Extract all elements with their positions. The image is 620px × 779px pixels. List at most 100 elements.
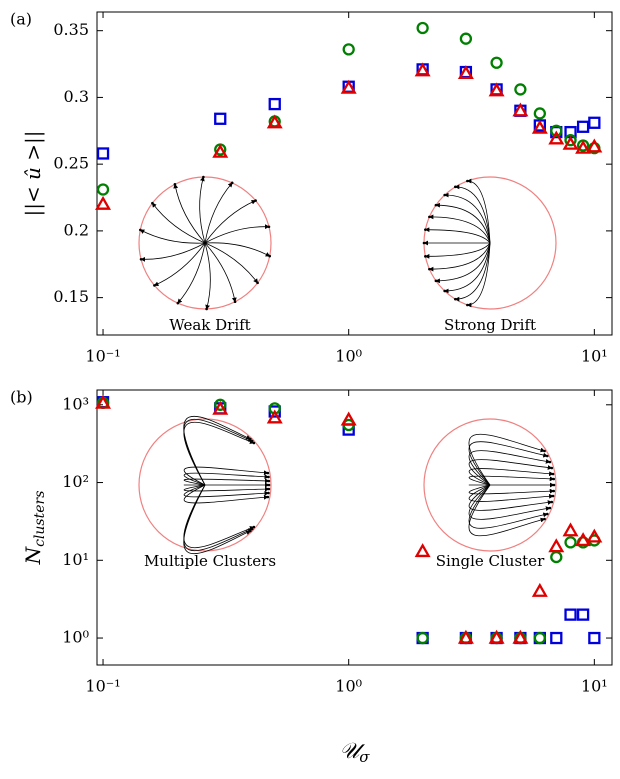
circle-point bbox=[214, 398, 227, 411]
end-dot bbox=[267, 487, 271, 491]
streamline bbox=[443, 242, 491, 294]
end-dot bbox=[230, 181, 234, 185]
end-dot bbox=[543, 517, 546, 521]
y-tick-label: 0.25 bbox=[53, 154, 89, 173]
streamline bbox=[468, 433, 546, 486]
triangle-point bbox=[212, 400, 229, 415]
end-dot bbox=[434, 203, 438, 207]
inset-caption: Single Cluster bbox=[436, 552, 545, 570]
streamline bbox=[183, 478, 270, 486]
streamline bbox=[468, 450, 551, 486]
streamline bbox=[466, 242, 491, 308]
end-dot bbox=[202, 175, 205, 179]
square-point bbox=[564, 608, 577, 621]
streamline bbox=[468, 484, 553, 511]
streamline bbox=[204, 242, 259, 284]
triangle-point bbox=[95, 394, 112, 409]
streamline bbox=[454, 242, 491, 302]
y-tick-label: 10¹ bbox=[62, 550, 89, 569]
streamline bbox=[468, 475, 555, 486]
x-tick-label: 10⁻¹ bbox=[85, 347, 120, 366]
end-dot bbox=[428, 215, 431, 219]
streamline bbox=[443, 192, 491, 244]
triangle-point bbox=[340, 79, 357, 94]
end-dot bbox=[139, 257, 143, 261]
circle-point bbox=[533, 107, 546, 120]
end-dot bbox=[266, 471, 270, 475]
circle-point bbox=[416, 21, 429, 35]
end-dot bbox=[545, 454, 549, 458]
streamline bbox=[204, 242, 211, 310]
end-dot bbox=[548, 506, 552, 510]
inset-diagrams bbox=[138, 175, 557, 555]
circle-point bbox=[459, 32, 473, 45]
end-dot bbox=[254, 199, 257, 202]
end-dot bbox=[252, 525, 256, 529]
triangle-point bbox=[512, 102, 529, 117]
end-dot bbox=[551, 494, 555, 498]
circle-point bbox=[96, 183, 110, 196]
inset-circle bbox=[138, 176, 272, 310]
triangle-point bbox=[457, 65, 474, 80]
end-dot bbox=[434, 279, 438, 283]
end-dot bbox=[443, 193, 446, 197]
end-dot bbox=[250, 527, 254, 531]
square-point bbox=[96, 147, 110, 160]
end-dot bbox=[454, 297, 457, 301]
end-dot bbox=[173, 182, 177, 186]
end-dot bbox=[443, 289, 446, 293]
circle-point bbox=[416, 631, 429, 645]
x-tick-label: 10⁰ bbox=[335, 347, 362, 366]
streamline bbox=[183, 418, 253, 486]
end-dot bbox=[552, 477, 556, 481]
end-dot bbox=[233, 300, 237, 304]
y-label-sub: clusters bbox=[32, 491, 48, 547]
end-dot bbox=[543, 449, 546, 453]
inset-caption: Strong Drift bbox=[444, 316, 536, 334]
triangle-point bbox=[531, 582, 548, 597]
square-point bbox=[576, 120, 590, 133]
streamline bbox=[183, 466, 269, 486]
end-dot bbox=[550, 500, 554, 504]
triangle-point bbox=[266, 409, 283, 424]
square-point bbox=[268, 97, 281, 111]
y-tick-label: 10² bbox=[62, 472, 89, 491]
square-point bbox=[588, 631, 601, 645]
triangle-point bbox=[575, 139, 592, 154]
circle-point bbox=[342, 43, 355, 56]
triangle-point bbox=[414, 543, 431, 558]
end-dot bbox=[153, 284, 156, 287]
streamline bbox=[454, 184, 491, 244]
streamline bbox=[428, 214, 491, 244]
streamline bbox=[153, 242, 206, 286]
inset-circle bbox=[423, 418, 557, 552]
circle-point bbox=[514, 83, 527, 96]
streamline bbox=[468, 468, 554, 486]
streamline bbox=[183, 472, 270, 486]
streamline bbox=[424, 242, 491, 259]
x-tick-label: 10⁻¹ bbox=[85, 677, 120, 696]
end-dot bbox=[256, 281, 259, 285]
x-tick-label: 10¹ bbox=[581, 347, 608, 366]
streamline bbox=[468, 484, 546, 537]
end-dot bbox=[266, 495, 270, 499]
streamline bbox=[204, 224, 270, 244]
x-label-sub: σ bbox=[359, 748, 370, 766]
triangle-point bbox=[212, 143, 229, 158]
panel-label: (a) bbox=[10, 10, 32, 29]
end-dot bbox=[552, 483, 556, 487]
end-dot bbox=[551, 472, 555, 476]
triangle-point bbox=[266, 114, 283, 129]
square-point bbox=[588, 116, 601, 129]
streamline bbox=[424, 227, 491, 244]
streamline bbox=[468, 484, 554, 502]
end-dot bbox=[267, 483, 271, 487]
x-axis-label: 𝒰σ bbox=[339, 739, 370, 766]
streamline bbox=[468, 484, 551, 520]
end-dot bbox=[205, 307, 208, 311]
y-label-main: N bbox=[21, 545, 45, 565]
circle-point bbox=[564, 133, 577, 147]
x-tick-label: 10¹ bbox=[581, 677, 608, 696]
triangle-point bbox=[548, 130, 565, 145]
